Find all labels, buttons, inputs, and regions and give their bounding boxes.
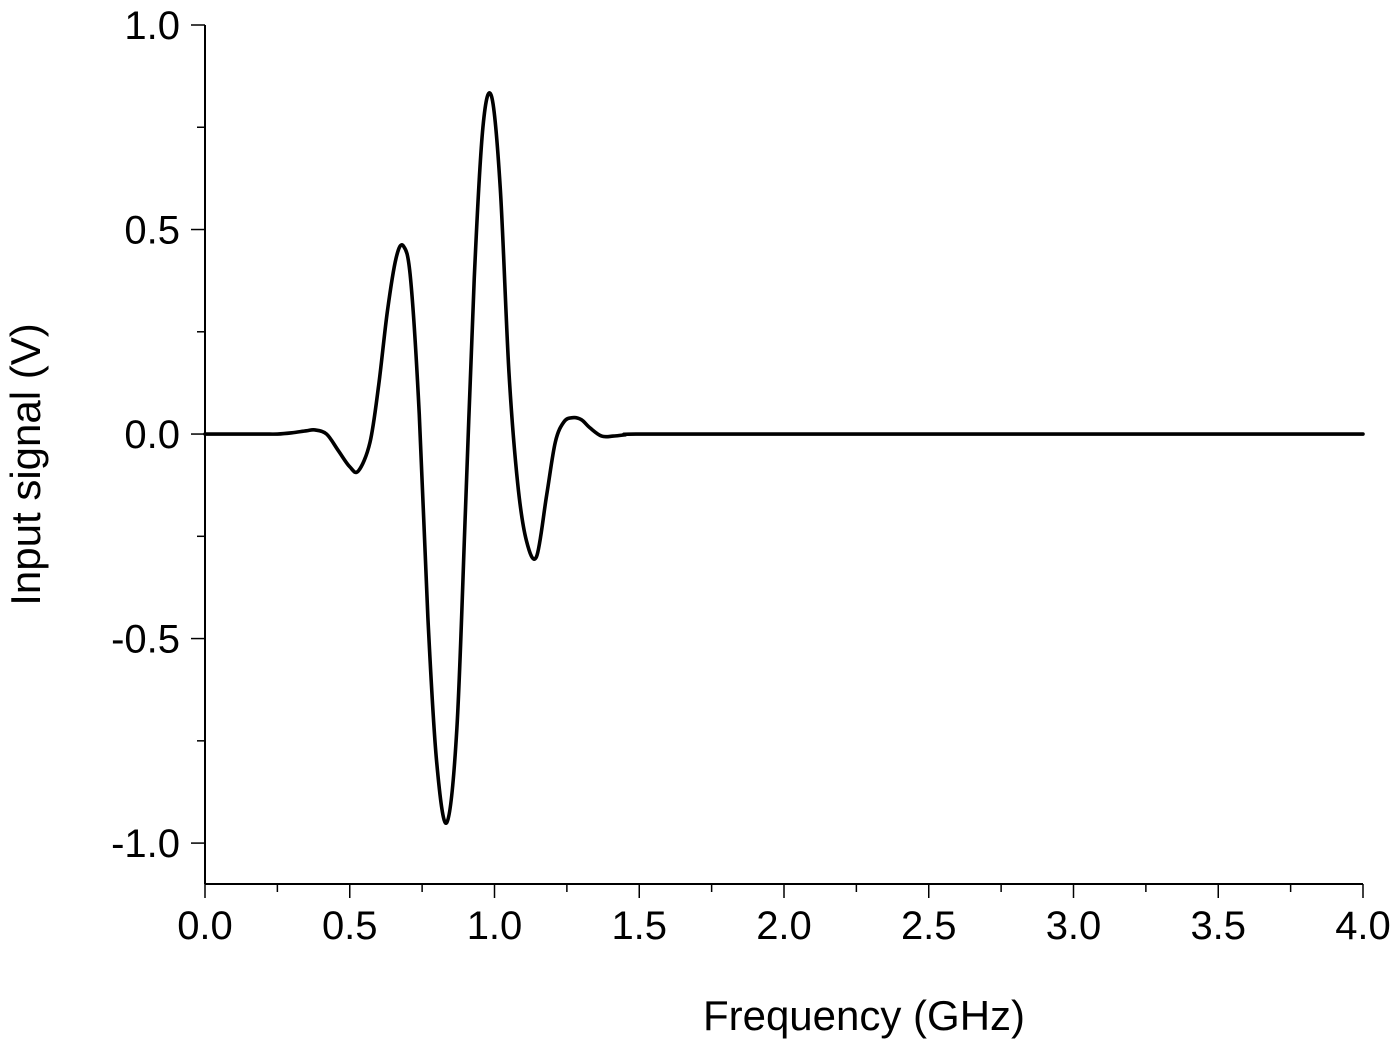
x-tick-label: 4.0 (1335, 904, 1391, 948)
y-tick-label: 0.0 (124, 413, 180, 457)
x-axis-ticks: 0.0 0.5 1.0 1.5 2.0 2.5 3.0 3.5 4.0 (177, 884, 1391, 948)
x-axis-title: Frequency (GHz) (703, 992, 1025, 1039)
y-tick-label: -1.0 (111, 822, 180, 866)
x-tick-label: 3.5 (1190, 904, 1246, 948)
x-tick-label: 2.5 (901, 904, 957, 948)
y-tick-label: 1.0 (124, 4, 180, 48)
y-tick-label: 0.5 (124, 209, 180, 253)
y-axis-title: Input signal (V) (2, 323, 49, 605)
x-tick-label: 1.5 (611, 904, 667, 948)
x-tick-label: 0.5 (322, 904, 378, 948)
x-tick-label: 1.0 (467, 904, 523, 948)
signal-series-line (203, 90, 1365, 825)
y-axis-ticks: 1.0 0.5 0.0 -0.5 -1.0 (111, 4, 205, 866)
x-tick-label: 0.0 (177, 904, 233, 948)
series-group (203, 90, 1365, 825)
x-tick-label: 3.0 (1046, 904, 1102, 948)
y-tick-label: -0.5 (111, 618, 180, 662)
x-tick-label: 2.0 (756, 904, 812, 948)
